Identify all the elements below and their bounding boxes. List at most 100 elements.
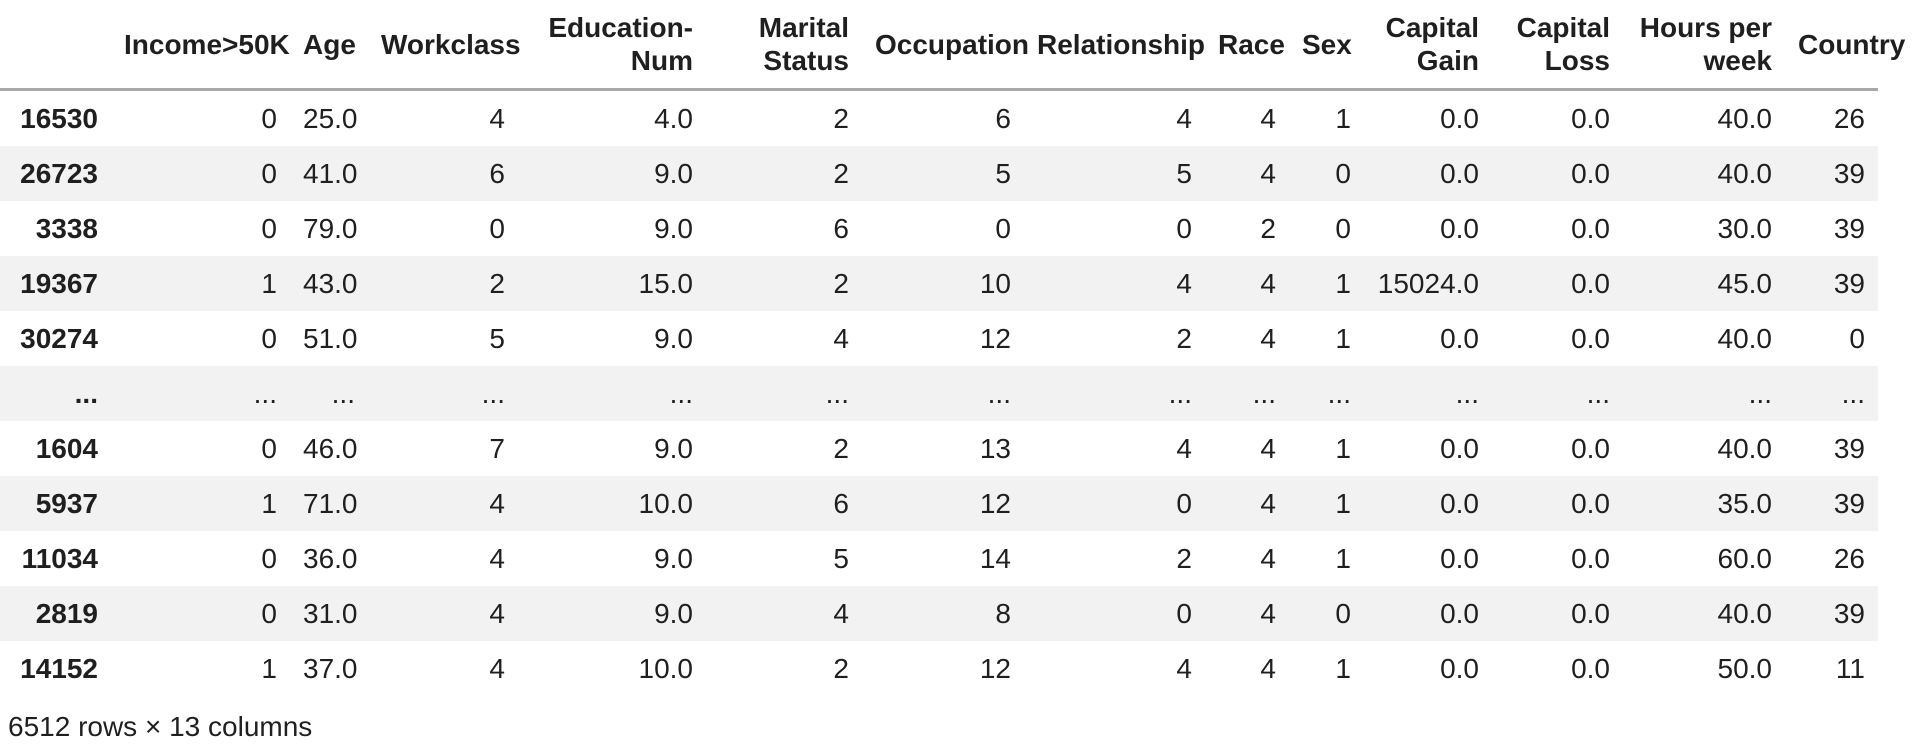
table-cell: 5 [995,158,1011,189]
table-cell: 39 [1833,213,1865,244]
row-index: 19367 [20,268,98,299]
table-cell: 0 [261,598,277,629]
row-index: ... [74,378,98,409]
table-cell: 0.0 [1571,653,1610,684]
column-header: Age [303,28,356,60]
table-row: 30274 0 51.0 5 9.0 4 12 2 4 1 0.0 0.0 40.0 0 [0,311,1878,366]
table-cell: 0 [261,433,277,464]
table-cell: 9.0 [654,543,693,574]
table-cell: 2 [833,103,849,134]
table-cell: 4 [1176,433,1192,464]
index-column-header [0,0,111,90]
table-cell: 0.0 [1571,213,1610,244]
table-cell: 9.0 [654,433,693,464]
table-cell: 12 [979,323,1011,354]
table-cell: ... [1748,378,1772,409]
table-cell: ... [331,378,355,409]
table-cell: 12 [979,488,1011,519]
table-cell: 2 [833,433,849,464]
table-cell: 0 [261,323,277,354]
table-cell: 4 [489,543,505,574]
row-index: 3338 [35,213,98,244]
table-cell: 0.0 [1571,488,1610,519]
table-cell: 43.0 [303,268,358,299]
table-cell: 4 [1260,653,1276,684]
table-cell: ... [825,378,849,409]
table-row: 3338 0 79.0 0 9.0 6 0 0 2 0 0.0 0.0 30.0 39 [0,201,1878,256]
table-cell: 4 [1176,268,1192,299]
table-cell: 0.0 [1440,488,1479,519]
table-cell: 2 [1260,213,1276,244]
dataframe-shape-note: 6512 rows × 13 columns [8,711,313,742]
table-cell: 30.0 [1717,213,1773,244]
table-cell: 0.0 [1440,543,1479,574]
dataframe-table: Income>50K Age Workclass Education-Num Marit… [0,0,1906,696]
table-cell: 40.0 [1717,103,1773,134]
table-cell: 4 [489,103,505,134]
table-cell: 39 [1833,488,1865,519]
table-cell: 1 [1335,653,1351,684]
table-cell: 0 [489,213,505,244]
table-cell: 13 [979,433,1011,464]
column-header: Country [1798,28,1906,60]
row-index: 14152 [20,653,98,684]
table-cell: 0.0 [1440,323,1479,354]
table-cell: 0 [1176,488,1192,519]
column-header: Race [1218,28,1285,60]
table-cell: 2 [1176,543,1192,574]
row-index: 1604 [35,433,98,464]
table-cell: 35.0 [1717,488,1773,519]
ellipsis-row: ........................................… [0,366,1878,421]
table-cell: 12 [979,653,1011,684]
table-row: 11034 0 36.0 4 9.0 5 14 2 4 1 0.0 0.0 60.0 26 [0,531,1878,586]
table-cell: 0 [261,213,277,244]
table-cell: 0.0 [1440,653,1479,684]
table-cell: 1 [261,488,277,519]
table-cell: ... [669,378,693,409]
table-cell: 1 [261,268,277,299]
table-cell: 0.0 [1571,598,1610,629]
table-cell: 4 [833,598,849,629]
table-cell: 2 [489,268,505,299]
table-cell: 4.0 [654,103,693,134]
table-row: 16530 0 25.0 4 4.0 2 6 4 4 1 0.0 0.0 40.0 26 [0,90,1878,147]
table-row: 5937 1 71.0 4 10.0 6 12 0 4 1 0.0 0.0 35.0 39 [0,476,1878,531]
header-row: Income>50K Age Workclass Education-Num Marit… [0,0,1906,90]
table-cell: 0 [1335,158,1351,189]
table-cell: 0.0 [1571,543,1610,574]
table-cell: 0.0 [1440,103,1479,134]
table-cell: 0.0 [1571,103,1610,134]
table-cell: 2 [833,653,849,684]
table-cell: 31.0 [303,598,358,629]
table-cell: 0.0 [1440,158,1479,189]
table-cell: 79.0 [303,213,358,244]
table-cell: 39 [1833,268,1865,299]
table-cell: 37.0 [303,653,358,684]
table-cell: 15.0 [638,268,694,299]
table-cell: 0 [1176,213,1192,244]
table-cell: ... [253,378,277,409]
table-row: 14152 1 37.0 4 10.0 2 12 4 4 1 0.0 0.0 50.0 11 [0,641,1878,696]
row-index: 2819 [35,598,98,629]
table-cell: 4 [1260,543,1276,574]
row-index: 11034 [21,543,98,574]
table-cell: 5 [489,323,505,354]
table-cell: 6 [489,158,505,189]
table-cell: 2 [1176,323,1192,354]
column-header: Sex [1302,28,1352,60]
table-cell: 0.0 [1571,433,1610,464]
table-cell: 4 [1176,103,1192,134]
table-cell: ... [1586,378,1610,409]
table-cell: ... [1455,378,1479,409]
column-header: Capital Loss [1516,12,1610,76]
table-cell: 0 [1176,598,1192,629]
table-cell: 0 [995,213,1011,244]
table-cell: 51.0 [303,323,358,354]
table-cell: 1 [1335,543,1351,574]
table-cell: 45.0 [1717,268,1773,299]
table-cell: ... [987,378,1011,409]
row-index: 16530 [20,103,98,134]
table-cell: 4 [1260,433,1276,464]
column-header: Income>50K [124,28,290,60]
row-index: 30274 [20,323,98,354]
